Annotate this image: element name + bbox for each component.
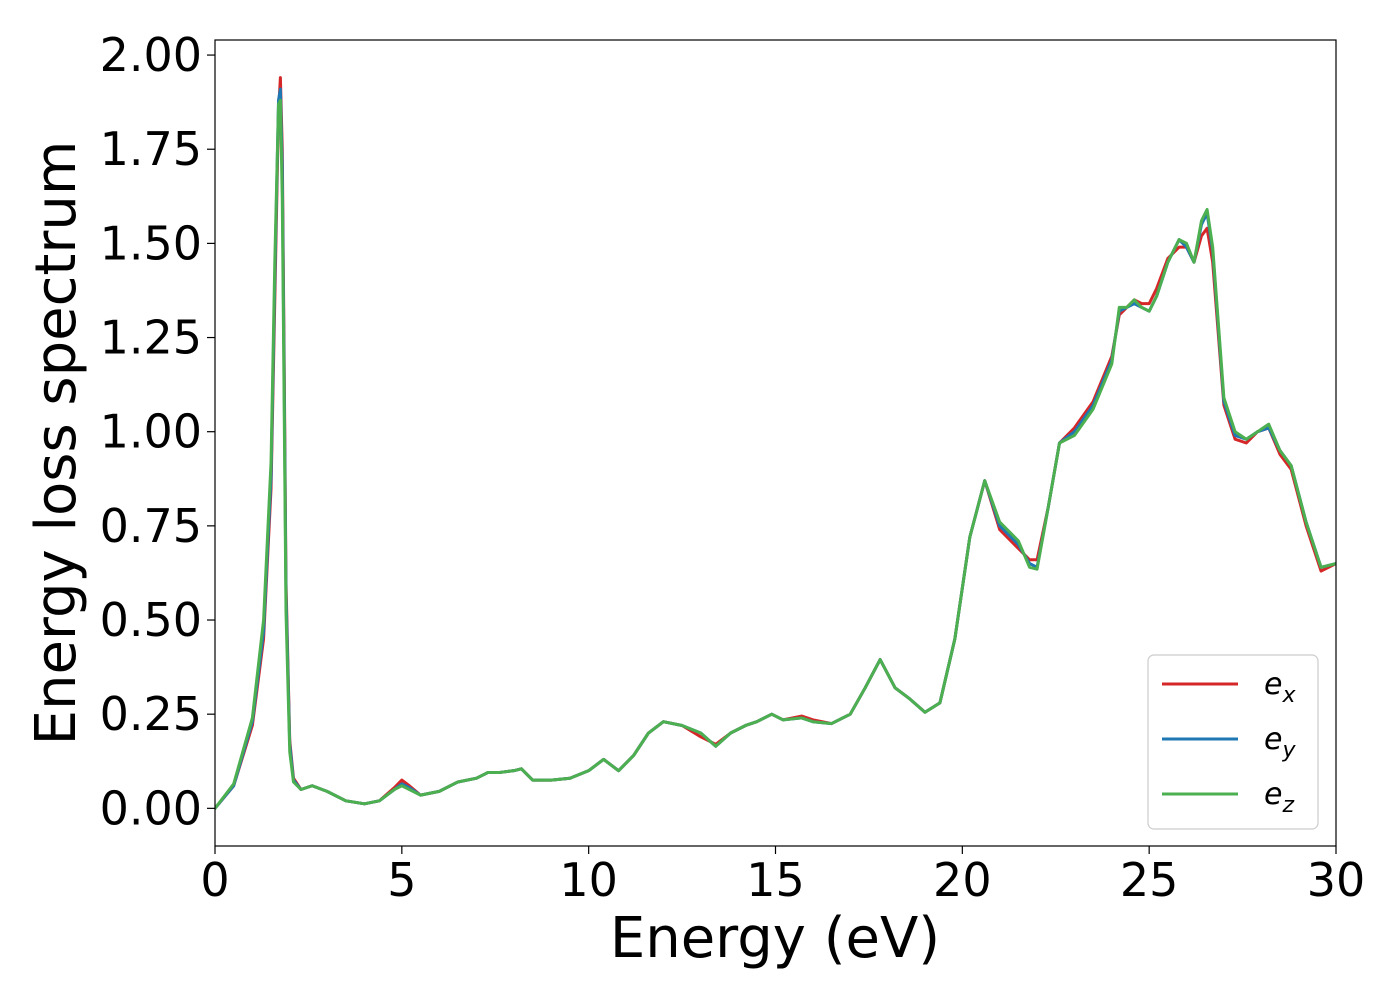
y-tick-label: 1.25 bbox=[100, 311, 202, 365]
axes: 0 5 10 15 20 25 30 0.00 0.25 0.50 0.75 1.00 1.25 1.50… bbox=[100, 28, 1366, 907]
legend-box bbox=[1147, 654, 1319, 830]
plot-area bbox=[215, 76, 1336, 810]
x-tick-label: 10 bbox=[559, 853, 618, 907]
y-tick-label: 0.75 bbox=[100, 499, 202, 553]
x-tick-label: 0 bbox=[200, 853, 229, 907]
y-tick-label: 0.25 bbox=[100, 687, 202, 741]
legend-label-y: ey bbox=[1264, 722, 1296, 763]
y-tick-label: 0.50 bbox=[100, 593, 202, 647]
y-tick-label: 2.00 bbox=[100, 28, 202, 82]
x-tick-label: 30 bbox=[1307, 853, 1366, 907]
y-tick-label: 1.00 bbox=[100, 405, 202, 459]
x-tick-label: 15 bbox=[746, 853, 805, 907]
y-tick-label: 1.75 bbox=[100, 122, 202, 176]
x-tick-label: 25 bbox=[1120, 853, 1179, 907]
x-tick-label: 20 bbox=[933, 853, 992, 907]
y-tick-label: 0.00 bbox=[100, 781, 202, 835]
x-tick-label: 5 bbox=[387, 853, 416, 907]
x-axis-title: Energy (eV) bbox=[610, 906, 940, 971]
series-line-z bbox=[215, 98, 1336, 810]
y-tick-label: 1.50 bbox=[100, 216, 202, 270]
y-axis-title: Energy loss spectrum bbox=[24, 141, 89, 746]
